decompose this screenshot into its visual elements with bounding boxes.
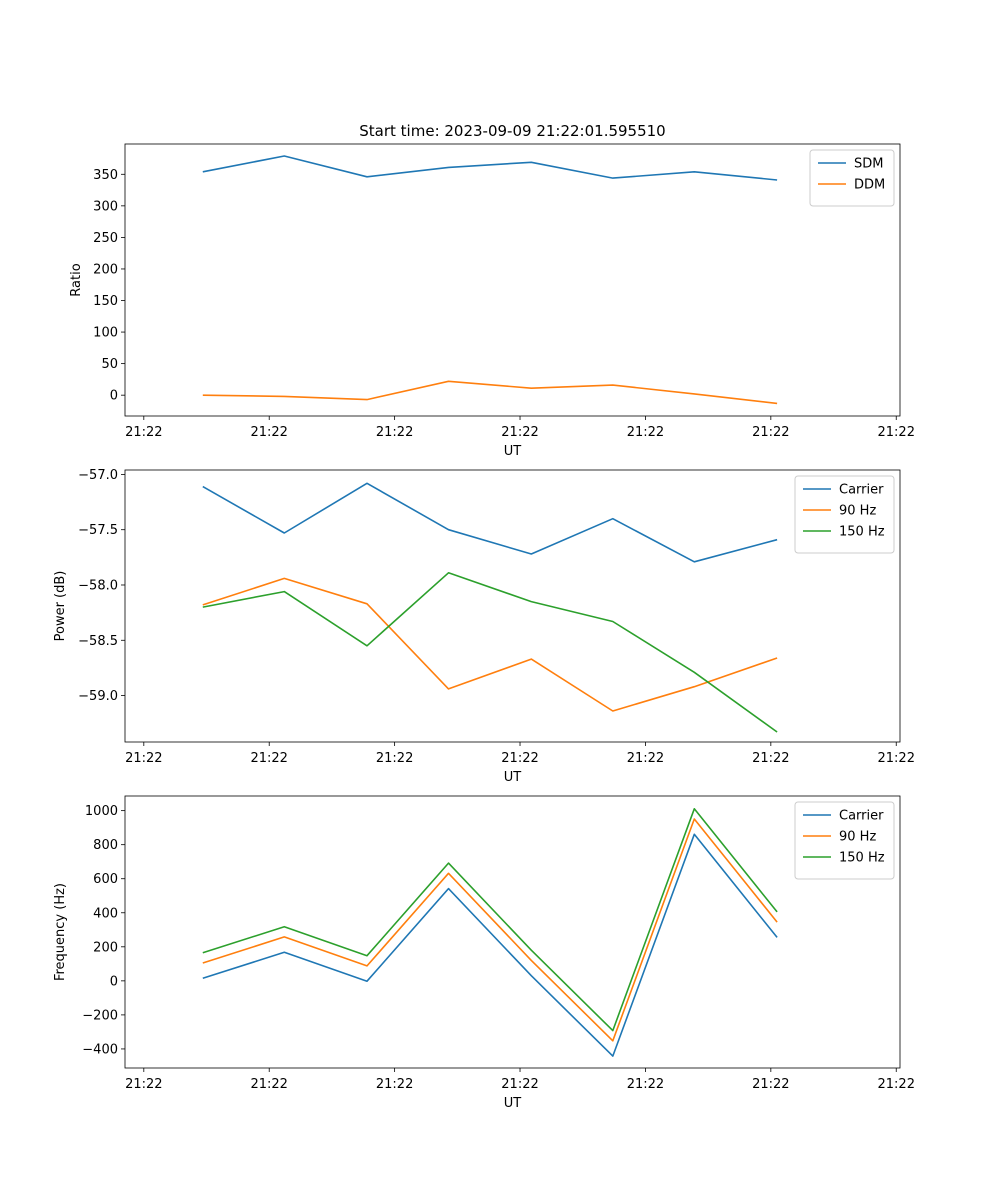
x-tick-label: 21:22 [125, 751, 162, 766]
y-tick-label: 800 [93, 838, 118, 853]
legend-label-150-hz: 150 Hz [839, 525, 885, 540]
y-tick-label: 0 [110, 389, 118, 404]
series-line-150-hz [202, 571, 778, 733]
x-tick-label: 21:22 [627, 1077, 664, 1092]
y-axis-label: Frequency (Hz) [53, 883, 68, 981]
series-line-ddm [202, 380, 778, 405]
legend-box [809, 149, 895, 207]
legend: Carrier 90 Hz 150 Hz [794, 475, 895, 554]
panel-ratio: 0 50 100 150 200 250 300 350 21:22 21:22 21:22 21:2… [69, 143, 915, 459]
figure-title: Start time: 2023-09-09 21:22:01.595510 [359, 122, 665, 140]
legend-label-carrier: Carrier [839, 483, 884, 498]
axes-frame [124, 143, 901, 417]
legend-box [794, 801, 895, 880]
legend-label-150-hz: 150 Hz [839, 851, 885, 866]
x-tick-label: 21:22 [125, 425, 162, 440]
x-tick-label: 21:22 [752, 425, 789, 440]
y-tick-label: −57.0 [78, 468, 118, 483]
x-tick-label: 21:22 [752, 751, 789, 766]
series-line-150-hz [202, 807, 778, 1032]
legend-label-carrier: Carrier [839, 809, 884, 824]
y-tick-label: 200 [93, 262, 118, 277]
y-tick-label: −59.0 [78, 689, 118, 704]
x-tick-label: 21:22 [376, 425, 413, 440]
y-tick-label: 600 [93, 872, 118, 887]
x-tick-label: 21:22 [878, 751, 915, 766]
legend: Carrier 90 Hz 150 Hz [794, 801, 895, 880]
axes-frame [124, 795, 901, 1069]
y-tick-label: 350 [93, 168, 118, 183]
legend-label-ddm: DDM [854, 178, 885, 193]
y-axis-label: Power (dB) [53, 571, 68, 642]
series-line-90-hz [202, 818, 778, 1042]
axes-frame [124, 469, 901, 743]
series-line-carrier [202, 482, 778, 563]
legend-box [794, 475, 895, 554]
x-tick-label: 21:22 [376, 751, 413, 766]
x-tick-label: 21:22 [250, 425, 287, 440]
y-tick-label: 150 [93, 294, 118, 309]
x-tick-label: 21:22 [878, 1077, 915, 1092]
y-tick-label: −200 [82, 1008, 118, 1023]
x-tick-label: 21:22 [376, 1077, 413, 1092]
y-tick-label: 250 [93, 231, 118, 246]
y-tick-label: 400 [93, 906, 118, 921]
x-tick-label: 21:22 [501, 425, 538, 440]
x-tick-label: 21:22 [501, 751, 538, 766]
x-axis-label: UT [504, 770, 522, 785]
series-line-sdm [202, 155, 778, 181]
panel-power: −59.0 −58.5 −58.0 −57.5 −57.0 21:22 21:22 21:22… [53, 468, 915, 785]
x-tick-label: 21:22 [250, 1077, 287, 1092]
x-tick-label: 21:22 [125, 1077, 162, 1092]
legend: SDM DDM [809, 149, 895, 207]
y-tick-label: −400 [82, 1042, 118, 1057]
y-tick-label: −57.5 [78, 523, 118, 538]
x-tick-label: 21:22 [250, 751, 287, 766]
legend-label-sdm: SDM [854, 157, 883, 172]
x-axis-label: UT [504, 444, 522, 459]
y-tick-label: 1000 [85, 804, 118, 819]
x-tick-label: 21:22 [501, 1077, 538, 1092]
x-tick-label: 21:22 [878, 425, 915, 440]
legend-label-90-hz: 90 Hz [839, 830, 876, 845]
x-tick-label: 21:22 [627, 425, 664, 440]
y-tick-label: 300 [93, 199, 118, 214]
y-tick-label: 100 [93, 326, 118, 341]
x-axis-label: UT [504, 1096, 522, 1111]
x-tick-label: 21:22 [752, 1077, 789, 1092]
y-axis-label: Ratio [69, 263, 84, 296]
series-line-carrier [202, 833, 778, 1057]
y-tick-label: −58.5 [78, 634, 118, 649]
series-line-90-hz [202, 577, 778, 712]
x-tick-label: 21:22 [627, 751, 664, 766]
panel-frequency: −400 −200 0 200 400 600 800 1000 21:22 21:22 21:22… [53, 795, 915, 1111]
y-tick-label: 200 [93, 940, 118, 955]
y-tick-label: −58.0 [78, 578, 118, 593]
y-tick-label: 0 [110, 974, 118, 989]
legend-label-90-hz: 90 Hz [839, 504, 876, 519]
y-tick-label: 50 [101, 357, 118, 372]
